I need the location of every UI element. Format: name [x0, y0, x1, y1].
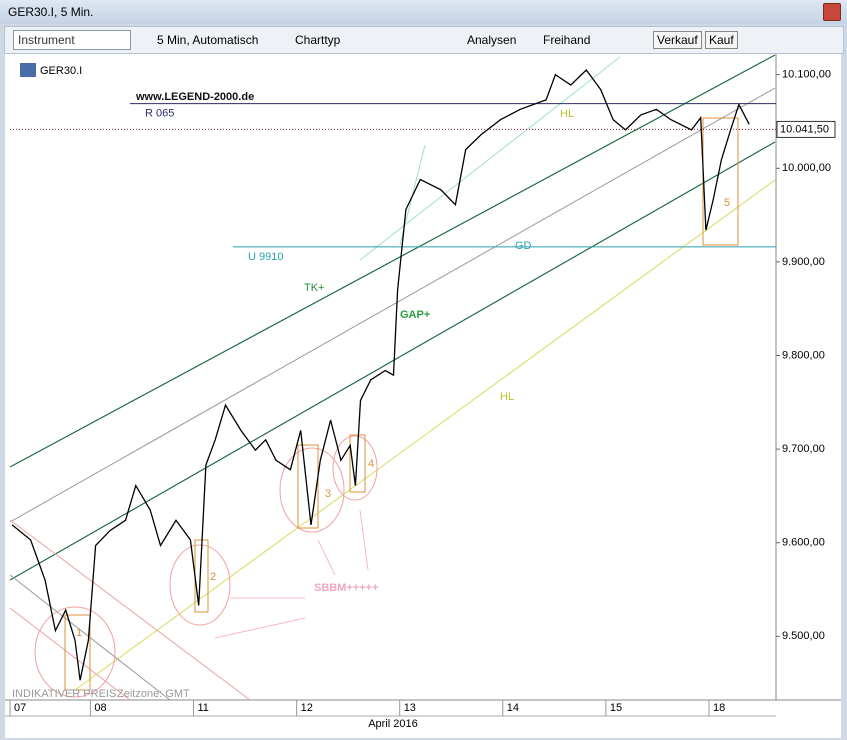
circle — [279, 447, 345, 533]
hl-line — [74, 179, 776, 691]
analyses-menu[interactable]: Analysen — [467, 33, 517, 47]
last-price-label: 10.041,50 — [780, 123, 829, 135]
chart-type-menu[interactable]: Charttyp — [295, 33, 341, 47]
annotation: 2 — [210, 571, 216, 583]
instrument-placeholder: Instrument — [18, 33, 75, 47]
footer: INDIKATIVER PREIS — [12, 688, 116, 700]
x-tick-label: 15 — [610, 702, 622, 714]
y-tick-label: 9.600,00 — [782, 537, 825, 549]
legend-entry[interactable]: GER30.I — [40, 65, 82, 77]
circle — [332, 435, 378, 501]
y-tick-label: 9.800,00 — [782, 349, 825, 361]
box — [349, 434, 366, 493]
x-tick-label: 11 — [198, 702, 209, 714]
y-tick-label: 10.000,00 — [782, 162, 831, 174]
pink-line — [317, 539, 336, 576]
period-menu[interactable]: 5 Min, Automatisch — [157, 33, 259, 47]
y-tick-label: 9.700,00 — [782, 443, 825, 455]
annotation: HL — [560, 108, 574, 120]
close-button[interactable] — [823, 3, 841, 21]
instrument-input[interactable]: Instrument — [13, 30, 131, 50]
red-line — [9, 519, 251, 701]
y-tick-label: 9.900,00 — [782, 256, 825, 268]
channel-line — [9, 87, 776, 523]
level-label: R 065 — [145, 108, 174, 120]
level-label: U 9910 — [248, 251, 283, 263]
timezone: Zeitzone: GMT — [117, 688, 190, 700]
annotation: 3 — [325, 488, 331, 500]
x-tick-label: 18 — [713, 702, 725, 714]
buy-button[interactable]: Kauf — [705, 31, 738, 49]
annotation: SBBM+++++ — [314, 582, 379, 594]
annotation: 4 — [368, 458, 374, 470]
x-tick-label: 14 — [507, 702, 519, 714]
x-tick-label: 12 — [301, 702, 313, 714]
pink-line — [359, 509, 369, 571]
box — [702, 117, 739, 246]
annotation: GAP+ — [400, 309, 430, 321]
red-line — [9, 607, 131, 701]
window-title: GER30.I, 5 Min. — [8, 5, 94, 19]
title-bar: GER30.I, 5 Min. — [0, 0, 847, 24]
watermark: www.LEGEND-2000.de — [135, 91, 254, 103]
circle — [169, 544, 231, 626]
x-tick-label: 13 — [404, 702, 416, 714]
y-tick-label: 9.500,00 — [782, 630, 825, 642]
chart: TK+ HL HL GD GAP+ SBBM+++++ 1 2 3 4 5 ww… — [5, 54, 841, 738]
circle — [34, 606, 116, 698]
annotation: 5 — [724, 197, 730, 209]
toolbar: Instrument 5 Min, Automatisch Charttyp A… — [4, 26, 844, 54]
annotation: TK+ — [304, 282, 324, 294]
last-price-box — [776, 120, 836, 138]
channel-line — [9, 141, 776, 581]
x-tick-label: 08 — [94, 702, 106, 714]
box — [64, 614, 91, 691]
annotation: GD — [515, 240, 532, 252]
pink-line — [214, 617, 306, 639]
symbol-icon — [20, 63, 36, 77]
price-line — [11, 69, 750, 681]
x-axis-label: April 2016 — [368, 718, 418, 730]
annotation: 1 — [76, 627, 82, 639]
tk-line — [359, 56, 621, 261]
x-tick-label: 07 — [14, 702, 26, 714]
y-tick-label: 10.100,00 — [782, 69, 831, 81]
freehand-menu[interactable]: Freihand — [543, 33, 591, 47]
annotation: HL — [500, 391, 514, 403]
box — [297, 444, 319, 529]
channel-line — [9, 54, 776, 468]
sell-button[interactable]: Verkauf — [653, 31, 702, 49]
